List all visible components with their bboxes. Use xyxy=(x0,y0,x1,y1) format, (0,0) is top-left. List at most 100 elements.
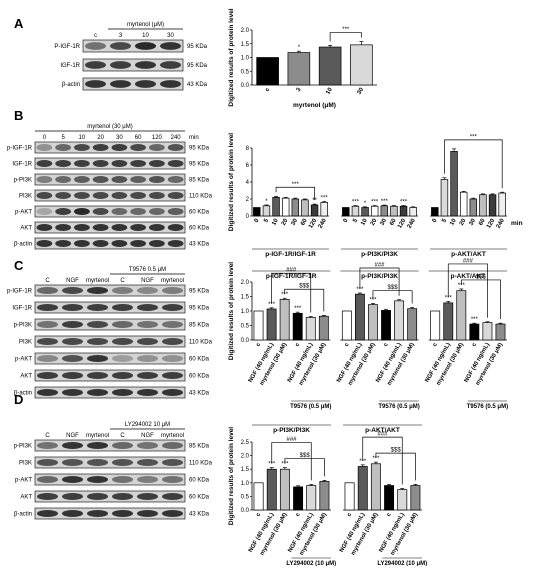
y-axis-label: Digitized results of protein level xyxy=(228,8,235,106)
significance-star: *** xyxy=(400,200,408,206)
x-tick-label: 240 xyxy=(407,217,418,229)
blot-kda: 60 KDa xyxy=(189,225,210,231)
x-tick-label: c xyxy=(346,511,353,517)
group-title: p-PI3K/PI3K xyxy=(361,273,398,280)
lane-label: myrtenol xyxy=(161,433,184,439)
bar xyxy=(292,312,303,341)
x-tick-label: 10 xyxy=(360,217,369,226)
blot-row-label: β-actin xyxy=(14,511,32,517)
blot-band xyxy=(62,286,83,295)
lane-label: NGF xyxy=(141,433,154,439)
y-tick-label: 2 xyxy=(246,197,250,203)
bar xyxy=(407,308,418,341)
y-tick-label: 1.0 xyxy=(241,481,250,487)
blot-band xyxy=(111,143,128,152)
blot-strip xyxy=(34,369,186,382)
blot-band xyxy=(135,42,156,50)
blot-D: LY294002 10 μMC NGF myrtenol C NGF myrtenolp-… xyxy=(14,422,213,520)
x-tick-label: c xyxy=(295,341,302,347)
bar xyxy=(440,179,449,217)
blot-band xyxy=(62,441,83,450)
blot-band xyxy=(55,159,71,168)
blot-strip xyxy=(34,456,186,469)
blot-band xyxy=(135,61,156,69)
blot-band xyxy=(92,159,109,168)
bar xyxy=(350,44,373,86)
y-tick-label: 0.5 xyxy=(241,324,250,330)
bar xyxy=(456,290,467,341)
significance-bracket xyxy=(284,458,325,477)
blot-band xyxy=(37,475,58,484)
bar xyxy=(318,315,329,341)
x-axis-label: myrtenol (μM) xyxy=(293,102,336,109)
lane-label: myrtenol xyxy=(161,278,184,284)
blot-band xyxy=(37,337,58,346)
significance-star: *** xyxy=(369,297,377,303)
group-title: p-AKT/AKT xyxy=(450,273,485,280)
blot-band xyxy=(36,223,53,232)
bar xyxy=(320,202,328,217)
blot-band xyxy=(162,286,183,295)
blot-row-label: p-PI3K xyxy=(14,177,32,183)
blot-band xyxy=(167,239,184,248)
blot-row-label: β-actin xyxy=(14,390,32,396)
lane-label: NGF xyxy=(141,278,154,284)
blot-band xyxy=(162,371,183,380)
panel-label-D: D xyxy=(14,392,23,407)
bar xyxy=(479,194,487,217)
blot-band xyxy=(130,207,146,216)
blot-strip xyxy=(34,237,186,250)
y-tick-label: 1.5 xyxy=(241,295,250,301)
blot-band xyxy=(55,239,71,248)
blot-strip xyxy=(34,189,186,202)
significance-bracket xyxy=(460,279,501,320)
x-tick-label: 0 xyxy=(254,217,261,223)
lane-label: C xyxy=(120,278,125,284)
blot-band xyxy=(62,337,83,346)
blot-band xyxy=(87,354,108,363)
bar xyxy=(253,310,264,341)
blot-band xyxy=(87,509,108,518)
blot-band xyxy=(137,492,158,501)
blot-row-label: p-IGF-1R xyxy=(7,288,33,294)
panel-label-C: C xyxy=(14,258,24,273)
bar xyxy=(342,207,350,217)
blot-band xyxy=(137,509,158,518)
x-tick-label: 5 xyxy=(441,217,448,223)
blot-band xyxy=(92,191,109,200)
blot-band xyxy=(92,239,109,248)
blot-band xyxy=(85,42,106,50)
x-tick-label: c xyxy=(344,341,351,347)
group-title: p-PI3K/PI3K xyxy=(273,427,310,434)
group-title: p-AKT/AKT xyxy=(365,427,400,434)
blot-kda: 60 KDa xyxy=(189,373,210,379)
significance-bracket xyxy=(362,436,403,485)
x-tick-label: 30 xyxy=(291,217,300,226)
blot-kda: 85 KDa xyxy=(189,322,210,328)
bracket-label: ### xyxy=(377,432,388,438)
blot-band xyxy=(130,159,146,168)
bar xyxy=(443,302,454,341)
significance-star: *** xyxy=(294,306,302,312)
x-tick-label: c xyxy=(295,511,302,517)
blot-band xyxy=(36,143,53,152)
y-tick-label: 8 xyxy=(246,146,250,152)
blot-band xyxy=(112,337,133,346)
blot-band xyxy=(37,492,58,501)
x-tick-label: 20 xyxy=(370,217,379,226)
significance-star: ** xyxy=(312,198,317,204)
x-tick-label: 5 xyxy=(263,217,270,223)
chart-B: 0 2 4 6 8 Digitized results of protein level 0… xyxy=(228,133,523,258)
blot-band xyxy=(110,42,131,50)
lane-label: 0 xyxy=(43,135,47,141)
blot-band xyxy=(87,475,108,484)
blot-band xyxy=(74,143,90,152)
blot-band xyxy=(55,191,71,200)
blot-band xyxy=(137,458,158,467)
blot-band xyxy=(167,223,184,232)
blot-kda: 95 KDa xyxy=(189,288,210,294)
y-tick-label: 0.5 xyxy=(241,69,250,75)
group-title: p-AKT/AKT xyxy=(451,251,486,258)
blot-band xyxy=(92,207,109,216)
